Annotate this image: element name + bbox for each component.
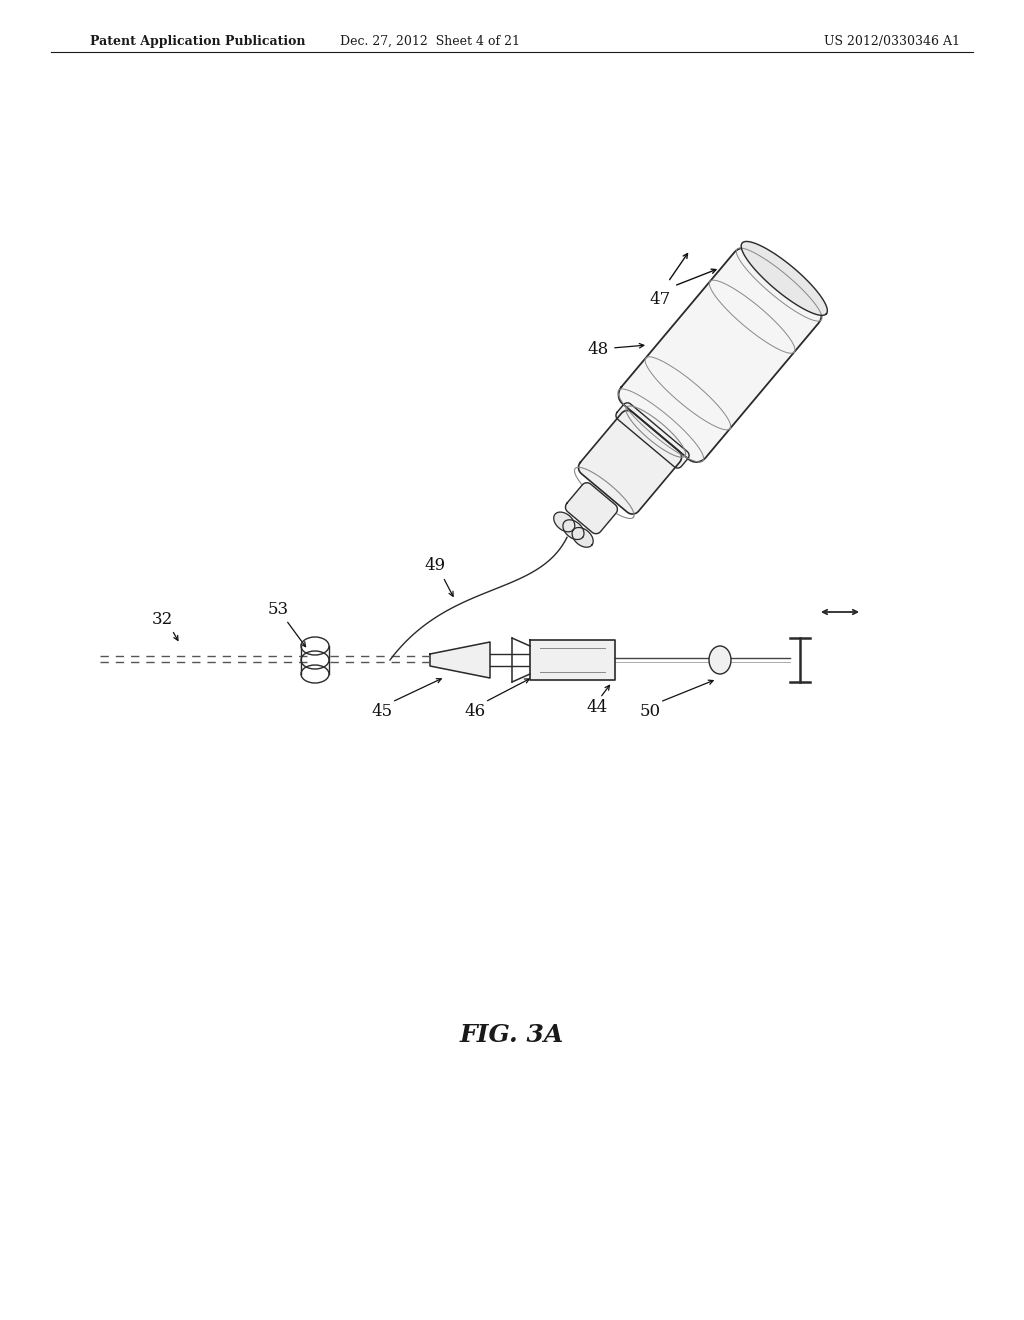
- Text: 32: 32: [152, 611, 173, 628]
- Polygon shape: [579, 411, 682, 513]
- Text: 53: 53: [267, 602, 289, 619]
- Polygon shape: [572, 528, 593, 548]
- Polygon shape: [563, 520, 584, 540]
- Text: Patent Application Publication: Patent Application Publication: [90, 36, 305, 48]
- Text: 47: 47: [649, 292, 671, 309]
- Text: 49: 49: [424, 557, 445, 573]
- Text: US 2012/0330346 A1: US 2012/0330346 A1: [824, 36, 961, 48]
- Polygon shape: [430, 642, 490, 678]
- Polygon shape: [741, 242, 827, 315]
- Polygon shape: [618, 248, 821, 462]
- Text: 44: 44: [587, 700, 607, 717]
- Ellipse shape: [709, 645, 731, 675]
- Polygon shape: [616, 403, 689, 469]
- Polygon shape: [554, 512, 574, 532]
- Text: 48: 48: [588, 342, 608, 359]
- Text: Dec. 27, 2012  Sheet 4 of 21: Dec. 27, 2012 Sheet 4 of 21: [340, 36, 520, 48]
- Text: FIG. 3A: FIG. 3A: [460, 1023, 564, 1047]
- Text: 46: 46: [465, 704, 485, 721]
- Text: 45: 45: [372, 704, 392, 721]
- Polygon shape: [530, 640, 615, 680]
- Polygon shape: [565, 483, 617, 533]
- Text: 50: 50: [639, 704, 660, 721]
